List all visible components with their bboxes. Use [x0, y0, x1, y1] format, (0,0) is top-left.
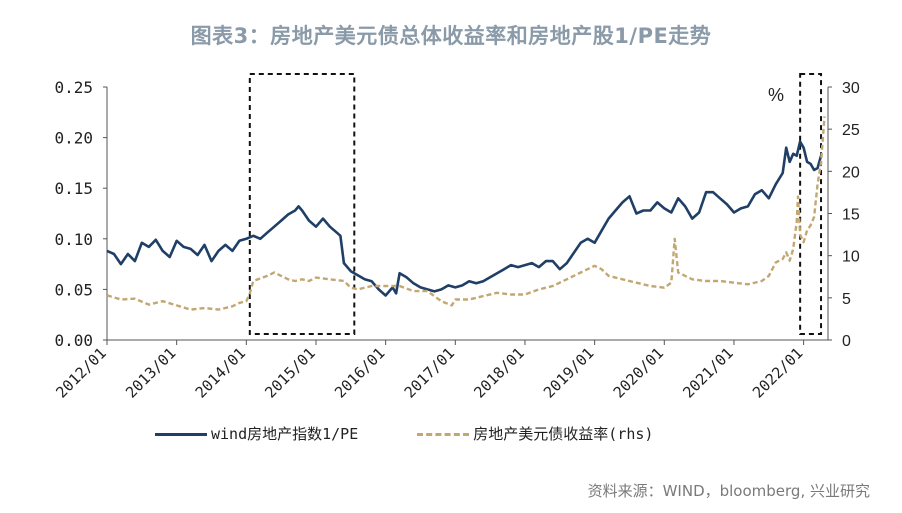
legend-label-yield: 房地产美元债收益率(rhs): [473, 425, 654, 443]
x-tick-label: 2020/01: [610, 344, 667, 401]
left-tick-label: 0.05: [54, 280, 93, 299]
legend-item-pe: wind房地产指数1/PE: [155, 423, 358, 444]
left-tick-label: 0.10: [54, 230, 93, 249]
highlight-box: [799, 73, 823, 335]
legend-label-pe: wind房地产指数1/PE: [211, 425, 359, 443]
right-tick-label: 30: [842, 80, 860, 97]
left-tick-label: 0.00: [54, 331, 93, 350]
right-tick-label: 25: [842, 122, 860, 139]
right-tick-label: 10: [842, 249, 860, 266]
x-tick-label: 2015/01: [261, 344, 318, 401]
highlight-boxes-group: [248, 73, 823, 335]
left-tick-label: 0.15: [54, 179, 93, 198]
x-tick-label: 2022/01: [749, 344, 806, 401]
right-tick-label: 5: [842, 291, 851, 308]
series-group: [106, 116, 826, 311]
legend: wind房地产指数1/PE 房地产美元债收益率(rhs): [155, 423, 703, 444]
x-tick-label: 2019/01: [540, 344, 597, 401]
right-axis-unit-label: %: [768, 85, 784, 105]
series-line-yield: [106, 116, 826, 311]
x-tick-label: 2017/01: [401, 344, 458, 401]
series-line-pe: [106, 140, 823, 297]
labels-group: 0.00 0.05 0.10 0.15 0.20 0.25 0 5 10 15 20 25 30% 201…: [52, 78, 860, 402]
x-tick-label: 2016/01: [331, 344, 388, 401]
x-tick-label: 2012/01: [52, 344, 109, 401]
legend-swatch-solid: [155, 433, 207, 436]
x-tick-label: 2014/01: [192, 344, 249, 401]
x-tick-label: 2013/01: [122, 344, 179, 401]
x-tick-label: 2021/01: [679, 344, 736, 401]
right-tick-label: 15: [842, 207, 860, 224]
highlight-box: [248, 73, 356, 335]
left-tick-label: 0.20: [54, 129, 93, 148]
left-tick-label: 0.25: [54, 78, 93, 97]
legend-item-yield: 房地产美元债收益率(rhs): [417, 423, 653, 444]
right-tick-label: 20: [842, 164, 860, 181]
x-tick-label: 2018/01: [470, 344, 527, 401]
legend-swatch-dashed: [417, 433, 470, 436]
chart-title: 图表3：房地产美元债总体收益率和房地产股1/PE走势: [190, 24, 712, 48]
axes-group: [103, 86, 832, 345]
right-tick-label: 0: [842, 333, 851, 350]
source-note: 资料来源：WIND，bloomberg, 兴业研究: [587, 482, 870, 500]
